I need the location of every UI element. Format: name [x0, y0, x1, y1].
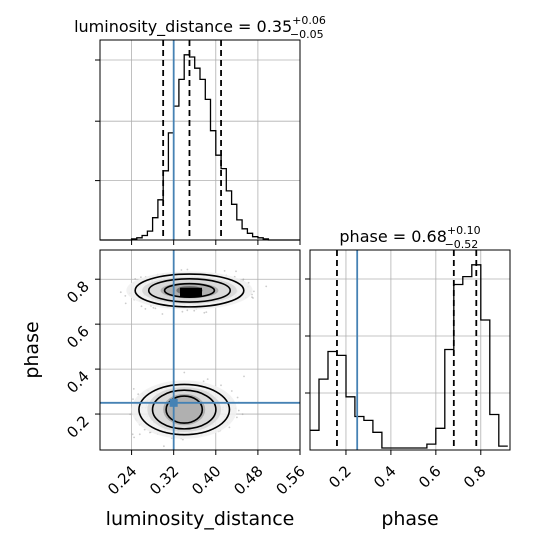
x-axis-label-phase: phase — [381, 508, 438, 530]
ld-histogram-frame — [99, 39, 301, 241]
joint-truth-marker — [169, 398, 178, 407]
upper-mode-peak — [180, 287, 202, 297]
density-fill-mode1-level2 — [163, 393, 206, 426]
contour-mode0-level2 — [163, 282, 216, 299]
y-axis-label-phase: phase — [21, 321, 43, 378]
phase-title: phase = 0.68+0.10 −0.52 — [339, 224, 480, 251]
luminosity-distance-histogram-panel — [95, 39, 301, 245]
title-ld-value: 0.35 — [257, 17, 293, 36]
x-axis-label-luminosity-distance: luminosity_distance — [106, 508, 295, 530]
phase-histogram-frame — [309, 249, 511, 451]
contour-mode0-level1 — [147, 278, 232, 303]
title-phase-value: 0.68 — [411, 227, 447, 246]
contour-mode1-level2 — [165, 395, 204, 424]
title-phase-prefix: phase = — [339, 227, 411, 246]
title-phase-plus: +0.10 — [447, 224, 481, 237]
contour-mode1-level1 — [151, 389, 217, 430]
title-ld-minus: −0.05 — [290, 28, 324, 41]
joint-frame — [99, 249, 301, 451]
title-ld-plus: +0.06 — [292, 14, 326, 27]
ld-histogram-step — [100, 54, 300, 241]
contour-mode0-level0 — [134, 273, 245, 308]
title-ld-prefix: luminosity_distance = — [74, 17, 256, 37]
title-phase-minus: −0.52 — [445, 238, 479, 251]
luminosity-distance-title: luminosity_distance = 0.35+0.06 −0.05 — [74, 14, 326, 41]
contour-mode1-level0 — [138, 383, 231, 436]
